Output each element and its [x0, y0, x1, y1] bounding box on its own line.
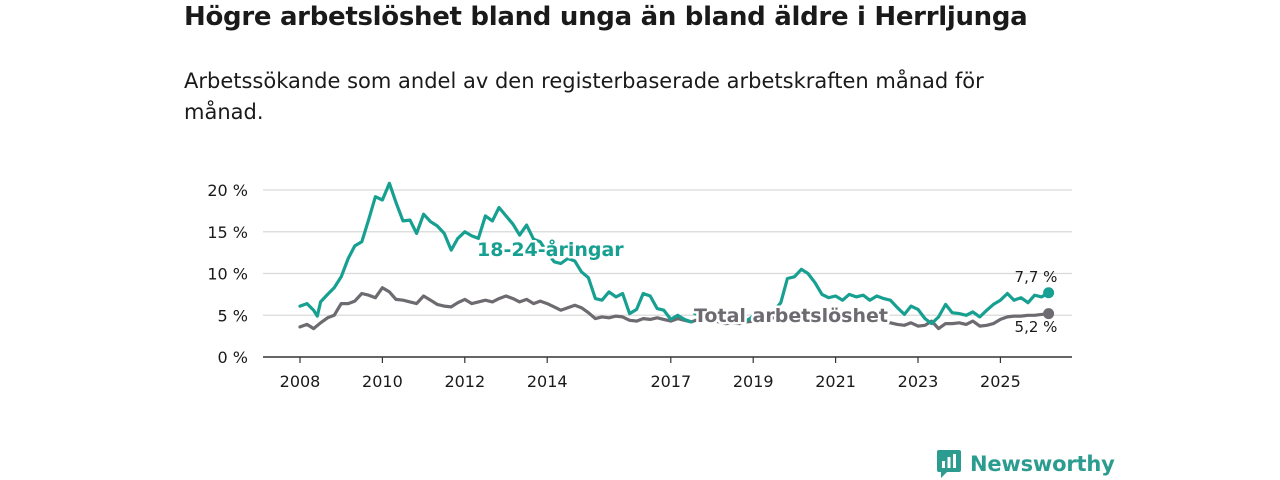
- end-point-18-24: [1043, 287, 1055, 299]
- x-tick-label: 2008: [280, 372, 321, 391]
- x-tick-label: 2025: [980, 372, 1021, 391]
- newsworthy-icon: [937, 450, 961, 478]
- brand-name: Newsworthy: [970, 452, 1115, 476]
- chart-subtitle: Arbetssökande som andel av den registerb…: [184, 69, 984, 124]
- x-tick-label: 2019: [733, 372, 774, 391]
- y-tick-label: 0 %: [218, 348, 248, 367]
- series-line-18-24: [298, 181, 1051, 326]
- x-tick-label: 2021: [815, 372, 856, 391]
- end-point-total: [1043, 308, 1055, 320]
- y-tick-label: 5 %: [218, 306, 248, 325]
- x-tick-label: 2010: [362, 372, 403, 391]
- series-label-18-24: 18-24-åringar: [477, 237, 624, 261]
- x-tick-label: 2014: [527, 372, 568, 391]
- x-tick-label: 2017: [650, 372, 691, 391]
- y-tick-label: 10 %: [207, 265, 248, 284]
- x-tick-label: 2012: [444, 372, 485, 391]
- end-value-label-18-24: 7,7 %: [1015, 268, 1058, 286]
- newsworthy-logo[interactable]: Newsworthy: [936, 448, 1115, 480]
- y-tick-label: 20 %: [207, 181, 248, 200]
- chart-title: Högre arbetslöshet bland unga än bland ä…: [184, 2, 1028, 32]
- x-tick-label: 2023: [898, 372, 939, 391]
- series-label-total: Total arbetslöshet: [694, 305, 888, 327]
- series-line-total: [298, 286, 1051, 331]
- y-tick-label: 15 %: [207, 223, 248, 242]
- end-value-label-total: 5,2 %: [1015, 318, 1058, 336]
